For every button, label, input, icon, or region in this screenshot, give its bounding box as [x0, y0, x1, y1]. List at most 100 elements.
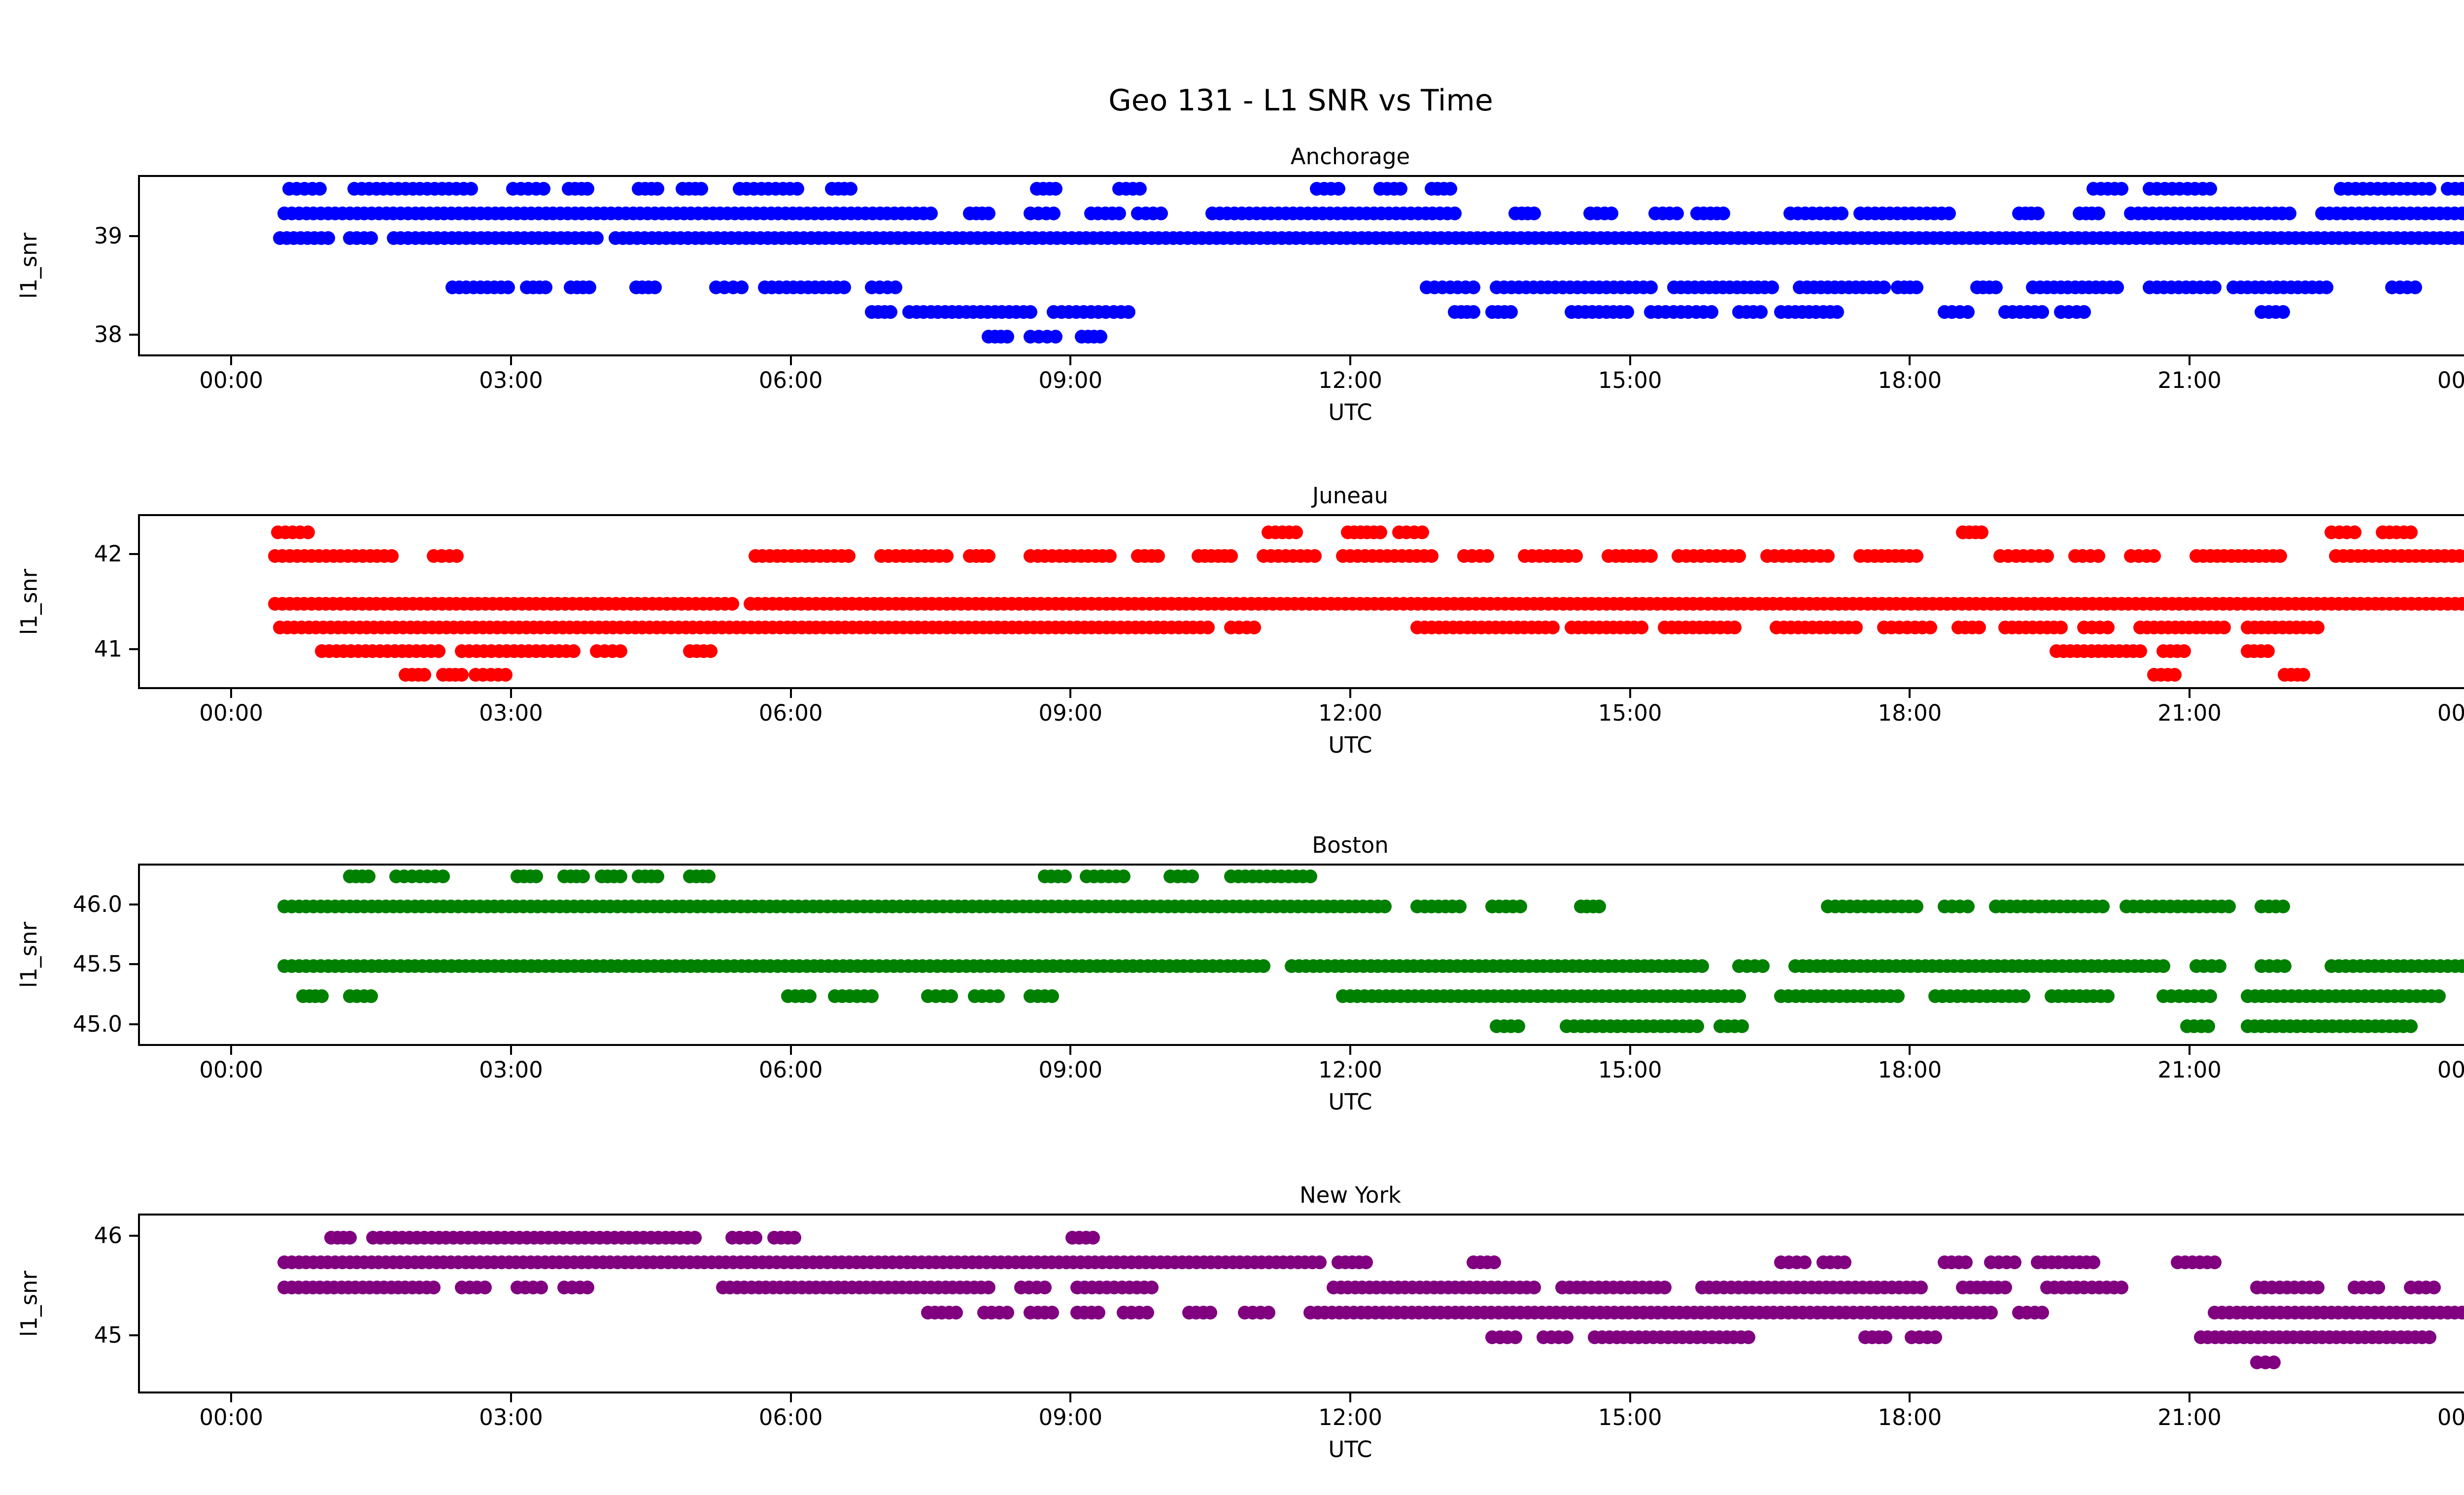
suptitle-line-1: Geo 131 - L1 SNR vs Time	[1108, 83, 1493, 118]
data-point	[2030, 207, 2045, 220]
data-point	[1132, 182, 1147, 196]
y-tick-mark	[129, 963, 138, 966]
x-tick-label: 00:00	[2437, 1057, 2464, 1083]
data-point	[2282, 207, 2296, 220]
x-tick-mark	[2189, 1046, 2191, 1055]
data-point	[1527, 207, 1541, 220]
data-point	[1394, 182, 1408, 196]
data-point	[1545, 620, 1560, 634]
data-point	[1047, 207, 1061, 220]
x-tick-mark	[1349, 689, 1351, 698]
data-point	[2276, 899, 2290, 913]
data-point	[2203, 989, 2217, 1004]
x-tick-label: 15:00	[1598, 367, 1662, 393]
data-point	[582, 280, 597, 294]
data-point	[1914, 1281, 1928, 1294]
data-point	[478, 1281, 492, 1294]
x-tick-label: 00:00	[199, 1057, 264, 1083]
data-point	[498, 668, 513, 682]
data-point	[939, 549, 954, 563]
data-point	[865, 989, 879, 1004]
data-point	[1117, 869, 1131, 883]
x-tick-label: 18:00	[1878, 367, 1942, 393]
subplot-title: Anchorage	[1290, 143, 1410, 170]
data-point	[748, 1230, 762, 1245]
data-point	[1560, 1330, 1574, 1345]
data-point	[1092, 1305, 1106, 1320]
data-point	[1312, 1255, 1327, 1270]
data-point	[1480, 549, 1495, 563]
data-point	[537, 182, 551, 196]
x-tick-label: 12:00	[1318, 1057, 1382, 1083]
x-axis-label: UTC	[1328, 732, 1372, 758]
data-point	[702, 869, 716, 883]
plot-area	[138, 864, 2464, 1046]
data-point	[1960, 899, 1975, 913]
data-point	[1909, 280, 1923, 294]
data-point	[1972, 620, 1986, 634]
data-point	[1513, 899, 1527, 913]
data-point	[1821, 549, 1835, 563]
data-point	[1058, 869, 1072, 883]
x-tick-mark	[510, 1046, 512, 1055]
data-point	[534, 1281, 548, 1294]
data-point	[1797, 1255, 1812, 1270]
data-point	[2273, 549, 2287, 563]
x-tick-mark	[1069, 689, 1072, 698]
x-tick-label: 15:00	[1598, 700, 1662, 726]
data-point	[1200, 620, 1215, 634]
data-point	[2222, 899, 2236, 913]
data-point	[2212, 959, 2226, 973]
data-point	[650, 182, 665, 196]
y-axis-label: l1_snr	[16, 568, 42, 635]
x-tick-mark	[1069, 1046, 1072, 1055]
x-tick-label: 18:00	[1878, 1404, 1942, 1430]
data-point	[884, 305, 898, 319]
y-tick-mark	[129, 1334, 138, 1337]
data-point	[1424, 549, 1438, 563]
x-tick-label: 18:00	[1878, 700, 1942, 726]
x-tick-mark	[1909, 1046, 1911, 1055]
data-point	[842, 549, 856, 563]
data-point	[1037, 1281, 1052, 1294]
x-tick-label: 18:00	[1878, 1057, 1942, 1083]
data-point	[1942, 207, 1956, 220]
data-point	[1960, 305, 1975, 319]
x-tick-label: 12:00	[1318, 700, 1382, 726]
data-point	[2403, 1019, 2418, 1034]
y-tick-mark	[129, 1023, 138, 1026]
data-point	[2035, 305, 2050, 319]
x-tick-mark	[1069, 356, 1072, 365]
x-tick-mark	[789, 356, 792, 365]
data-point	[1448, 207, 1462, 220]
data-point	[2408, 280, 2423, 294]
data-point	[1049, 330, 1063, 344]
data-point	[301, 525, 315, 539]
data-point	[1049, 182, 1063, 196]
x-tick-mark	[789, 689, 792, 698]
data-point	[364, 989, 378, 1004]
data-point	[1185, 869, 1199, 883]
data-point	[694, 182, 709, 196]
data-point	[944, 989, 958, 1004]
x-tick-mark	[789, 1393, 792, 1402]
data-point	[1988, 280, 2003, 294]
data-point	[1835, 207, 1849, 220]
data-point	[1643, 280, 1658, 294]
data-point	[2110, 280, 2124, 294]
plot-area	[138, 175, 2464, 356]
data-point	[1527, 1281, 1541, 1294]
x-tick-mark	[1629, 689, 1631, 698]
data-point	[1094, 330, 1108, 344]
data-point	[1569, 549, 1583, 563]
data-point	[1508, 1330, 1523, 1345]
x-tick-label: 09:00	[1038, 1404, 1103, 1430]
data-point	[802, 989, 817, 1004]
data-point	[501, 280, 515, 294]
data-point	[1467, 305, 1480, 319]
data-point	[364, 231, 378, 245]
data-point	[648, 280, 662, 294]
data-point	[2208, 1255, 2222, 1270]
x-tick-label: 15:00	[1598, 1404, 1662, 1430]
data-point	[1848, 620, 1863, 634]
